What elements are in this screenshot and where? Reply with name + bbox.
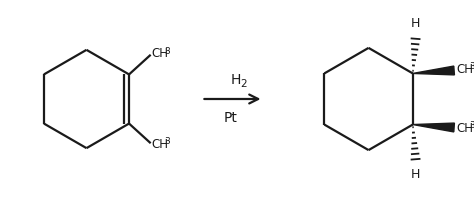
Text: CH: CH: [456, 122, 473, 135]
Text: CH: CH: [152, 138, 169, 151]
Text: H: H: [230, 73, 241, 87]
Text: 3: 3: [469, 62, 474, 72]
Text: 2: 2: [240, 79, 247, 89]
Text: CH: CH: [152, 47, 169, 60]
Text: 3: 3: [469, 121, 474, 130]
Text: Pt: Pt: [224, 111, 237, 125]
Text: 3: 3: [164, 47, 170, 56]
Polygon shape: [413, 123, 455, 132]
Text: H: H: [411, 168, 420, 181]
Polygon shape: [413, 66, 455, 75]
Text: H: H: [411, 17, 420, 30]
Text: 3: 3: [164, 137, 170, 146]
Text: CH: CH: [456, 63, 473, 76]
